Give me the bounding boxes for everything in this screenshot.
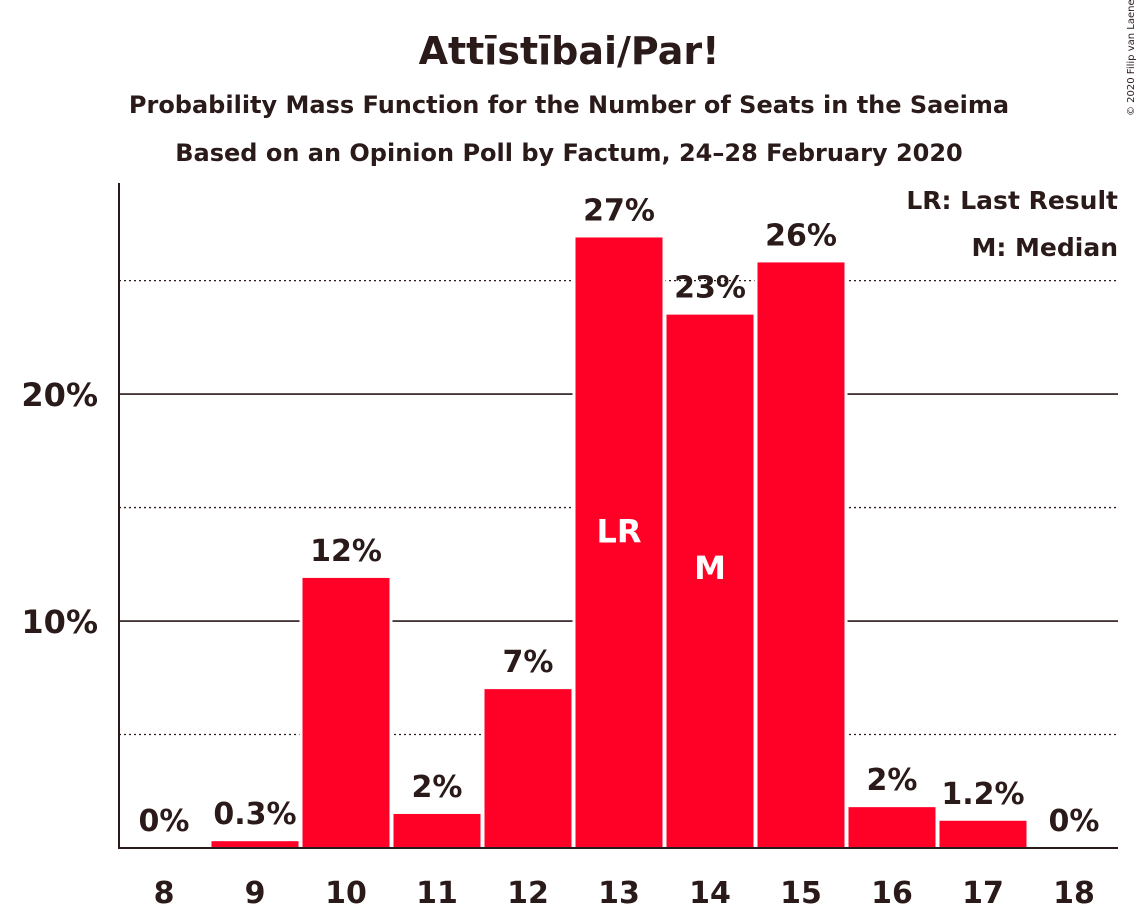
data-label-8: 0% — [139, 804, 190, 839]
data-labels: 0% 0.3% 12% 2% 7% 27% LR 23% M 26% 2% 1.2% 0% — [139, 193, 1100, 839]
bar-seats-12 — [484, 689, 572, 848]
bar-seats-13 — [575, 237, 663, 848]
bar-seats-10 — [302, 577, 390, 848]
x-tick-label: 17 — [962, 876, 1004, 911]
bar-annotation-m: M — [694, 549, 726, 587]
x-tick-label: 11 — [416, 876, 458, 911]
data-label-9: 0.3% — [213, 797, 296, 832]
x-tick-label: 8 — [154, 876, 175, 911]
data-label-15: 26% — [765, 218, 837, 253]
x-axis: 8 9 10 11 12 13 14 15 16 17 18 — [118, 847, 1118, 911]
x-tick-label: 18 — [1053, 876, 1095, 911]
x-tick-label: 16 — [871, 876, 913, 911]
bar-seats-14 — [666, 314, 754, 849]
bar-seats-9 — [211, 841, 299, 848]
bar-seats-15 — [757, 262, 845, 848]
legend-median: M: Median — [971, 233, 1118, 262]
bar-seats-17 — [939, 820, 1027, 848]
x-tick-label: 10 — [325, 876, 367, 911]
bars — [208, 234, 1030, 849]
bar-seats-11 — [393, 813, 481, 848]
data-label-13: 27% — [583, 193, 655, 228]
chart-subtitle-source: Based on an Opinion Poll by Factum, 24–2… — [175, 139, 963, 167]
y-axis: 10% 20% — [21, 183, 120, 849]
bar-seats-16 — [848, 807, 936, 848]
data-label-18: 0% — [1049, 804, 1100, 839]
data-label-16: 2% — [867, 763, 918, 798]
data-label-11: 2% — [412, 770, 463, 805]
bar-annotation-lr: LR — [596, 513, 641, 551]
x-tick-label: 12 — [507, 876, 549, 911]
chart-title: Attīstībai/Par! — [419, 29, 720, 73]
y-tick-label: 20% — [21, 376, 98, 414]
data-label-17: 1.2% — [941, 777, 1024, 812]
x-tick-label: 15 — [780, 876, 822, 911]
data-label-14: 23% — [674, 271, 746, 306]
x-tick-label: 14 — [689, 876, 731, 911]
x-tick-label: 9 — [245, 876, 266, 911]
legend-last-result: LR: Last Result — [906, 186, 1118, 215]
copyright-notice: © 2020 Filip van Laenen — [1126, 0, 1137, 116]
y-tick-label: 10% — [21, 603, 98, 641]
data-label-10: 12% — [310, 534, 382, 569]
data-label-12: 7% — [503, 645, 554, 680]
x-tick-label: 13 — [598, 876, 640, 911]
chart-subtitle: Probability Mass Function for the Number… — [129, 91, 1009, 119]
